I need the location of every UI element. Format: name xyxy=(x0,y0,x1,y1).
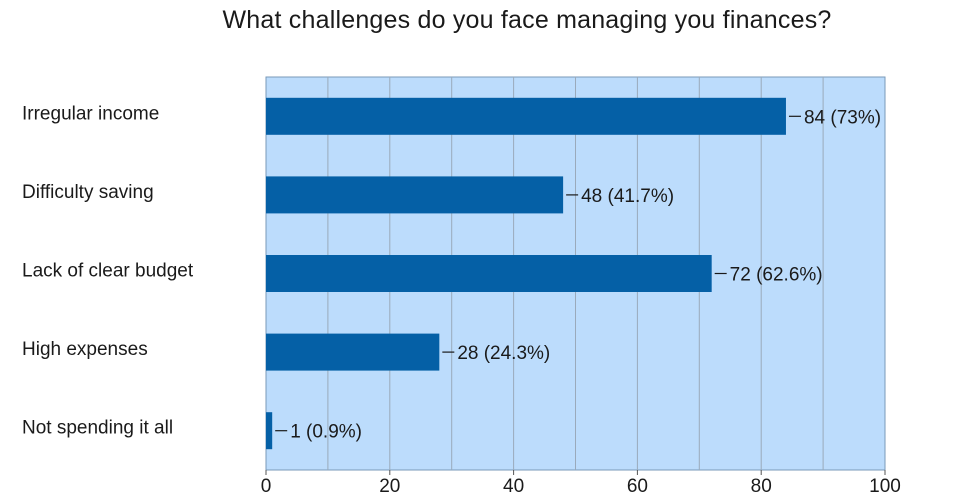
x-tick-label: 80 xyxy=(751,476,772,497)
chart-title: What challenges do you face managing you… xyxy=(222,6,832,34)
bar xyxy=(266,176,564,214)
x-tick-label: 40 xyxy=(503,476,524,497)
value-label: 48 (41.7%) xyxy=(581,186,674,207)
category-label: Difficulty saving xyxy=(22,182,154,203)
value-label: 84 (73%) xyxy=(804,107,881,128)
x-tick-label: 60 xyxy=(627,476,648,497)
category-label: Not spending it all xyxy=(22,418,173,439)
category-label: Irregular income xyxy=(22,103,159,124)
value-label: 1 (0.9%) xyxy=(290,422,362,443)
x-tick-label: 100 xyxy=(869,476,901,497)
bar xyxy=(266,255,712,292)
bar xyxy=(266,97,786,135)
x-tick-label: 0 xyxy=(261,476,272,497)
category-label: Lack of clear budget xyxy=(22,261,194,282)
value-label: 28 (24.3%) xyxy=(457,343,550,364)
category-labels: Irregular income Difficulty saving Lack of… xyxy=(22,103,194,438)
bars: 84 (73%) 48 (41.7%) 72 (62.6%) 28 (24.3%) 1 … xyxy=(266,97,881,450)
bar xyxy=(266,333,440,371)
category-label: High expenses xyxy=(22,339,148,360)
bar xyxy=(266,412,273,450)
x-tick-label: 20 xyxy=(379,476,400,497)
value-label: 72 (62.6%) xyxy=(730,265,823,286)
x-axis-ticks: 0 20 40 60 80 100 xyxy=(261,470,901,497)
